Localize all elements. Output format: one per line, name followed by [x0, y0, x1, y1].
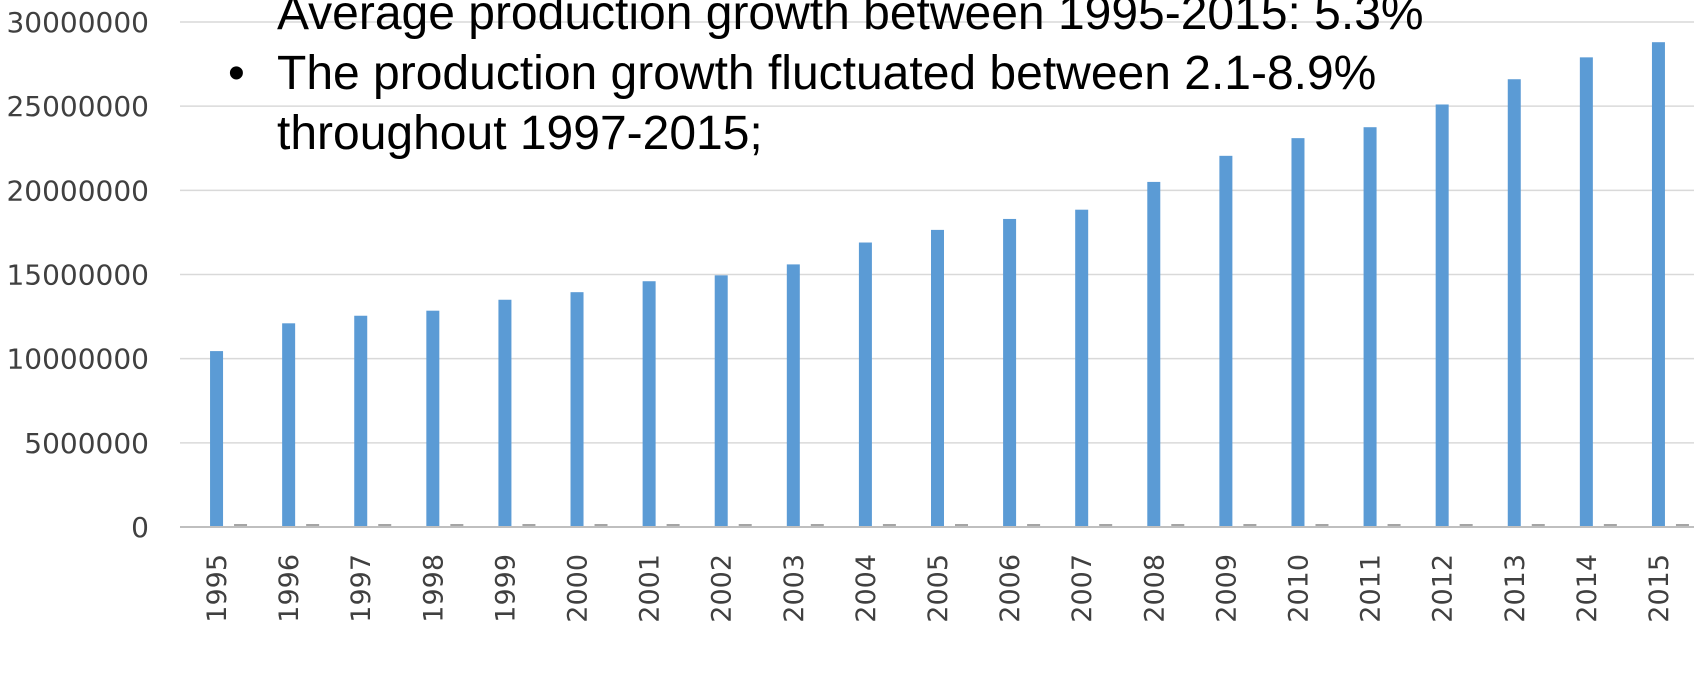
bar-1999: [498, 299, 512, 527]
x-tick-label: 1995: [202, 554, 233, 623]
x-tick-label: 2012: [1428, 554, 1459, 623]
bar-secondary-2015: [1675, 524, 1689, 527]
overlay-partial-line: Average production growth between 1995-2…: [228, 0, 1528, 44]
slide-text-overlay: Average production growth between 1995-2…: [228, 0, 1528, 164]
bar-2005: [931, 229, 944, 527]
bar-2012: [1435, 104, 1449, 527]
bar-secondary-1998: [450, 524, 464, 527]
bar-2011: [1363, 127, 1377, 527]
x-tick-label: 2011: [1356, 554, 1387, 623]
bar-2000: [570, 292, 584, 527]
y-axis-ticks: 0 5000000 10000000 15000000 20000000 25000000…: [6, 6, 149, 544]
bar-2007: [1075, 209, 1089, 528]
x-axis-ticks: 1995 1996 1997 1998 1999 2000 2001 2002 2003 2004…: [202, 554, 1675, 623]
bar-2003: [786, 264, 800, 527]
bar-secondary-1996: [306, 524, 320, 527]
bar-secondary-2012: [1459, 524, 1473, 527]
overlay-bullet: • The production growth fluctuated betwe…: [228, 44, 1528, 104]
x-tick-label: 2005: [923, 554, 954, 623]
y-tick-label: 0: [131, 511, 149, 544]
x-tick-label: 2010: [1283, 554, 1314, 623]
y-tick-label: 5000000: [24, 427, 149, 460]
bar-secondary-1999: [522, 524, 536, 527]
y-tick-label: 30000000: [6, 6, 149, 39]
bar-secondary-2002: [738, 524, 752, 527]
bar-secondary-2001: [666, 524, 680, 527]
x-tick-label: 1999: [490, 554, 521, 623]
bar-2009: [1219, 155, 1233, 527]
x-tick-label: 2013: [1500, 554, 1531, 623]
x-tick-label: 1998: [418, 554, 449, 623]
bar-secondary-2006: [1027, 524, 1041, 527]
x-tick-label: 2007: [1067, 554, 1098, 623]
x-tick-label: 2006: [995, 554, 1026, 623]
y-tick-label: 25000000: [6, 90, 149, 123]
x-tick-label: 2015: [1644, 554, 1675, 623]
bar-secondary-1995: [234, 524, 248, 527]
x-tick-label: 2014: [1572, 554, 1603, 623]
bar-2013: [1507, 79, 1521, 527]
x-tick-label: 1996: [274, 554, 305, 623]
x-tick-label: 2004: [851, 554, 882, 623]
y-tick-label: 10000000: [6, 343, 149, 376]
bar-2010: [1291, 138, 1305, 527]
bar-secondary-2000: [594, 524, 608, 527]
x-tick-label: 2008: [1139, 554, 1170, 623]
bars: [210, 42, 1689, 528]
bar-secondary-2010: [1315, 524, 1329, 527]
x-tick-label: 2002: [707, 554, 738, 623]
bar-secondary-1997: [378, 524, 392, 527]
x-tick-label: 2000: [563, 554, 594, 623]
bar-2014: [1579, 57, 1593, 527]
bar-secondary-2009: [1243, 524, 1257, 527]
bar-2008: [1147, 181, 1161, 527]
bar-secondary-2008: [1171, 524, 1185, 527]
overlay-bullet-line-1: The production growth fluctuated between…: [277, 47, 1377, 100]
x-tick-label: 2001: [635, 554, 666, 623]
overlay-partial-text: Average production growth between 1995-2…: [277, 0, 1424, 40]
bar-2002: [714, 275, 728, 527]
bar-secondary-2004: [882, 524, 896, 527]
y-tick-label: 15000000: [6, 259, 149, 292]
bar-1997: [354, 315, 368, 527]
x-tick-label: 1997: [346, 554, 377, 623]
bar-secondary-2005: [955, 524, 968, 527]
x-tick-label: 2009: [1211, 554, 1242, 623]
bar-2015: [1651, 42, 1665, 527]
bar-secondary-2014: [1603, 524, 1617, 527]
bar-2006: [1003, 218, 1017, 527]
bar-secondary-2011: [1387, 524, 1401, 527]
overlay-bullet-line-2: throughout 1997-2015;: [277, 107, 763, 160]
y-tick-label: 20000000: [6, 174, 149, 207]
overlay-bullet-continuation: throughout 1997-2015;: [228, 104, 1528, 164]
bullet-icon: •: [228, 47, 245, 100]
bar-secondary-2013: [1531, 524, 1545, 527]
bar-1998: [426, 310, 440, 527]
bar-2001: [642, 281, 656, 527]
bar-1995: [210, 351, 224, 527]
bar-2004: [858, 242, 872, 527]
bar-secondary-2003: [810, 524, 824, 527]
bar-1996: [282, 323, 296, 527]
bar-secondary-2007: [1099, 524, 1113, 527]
x-tick-label: 2003: [779, 554, 810, 623]
